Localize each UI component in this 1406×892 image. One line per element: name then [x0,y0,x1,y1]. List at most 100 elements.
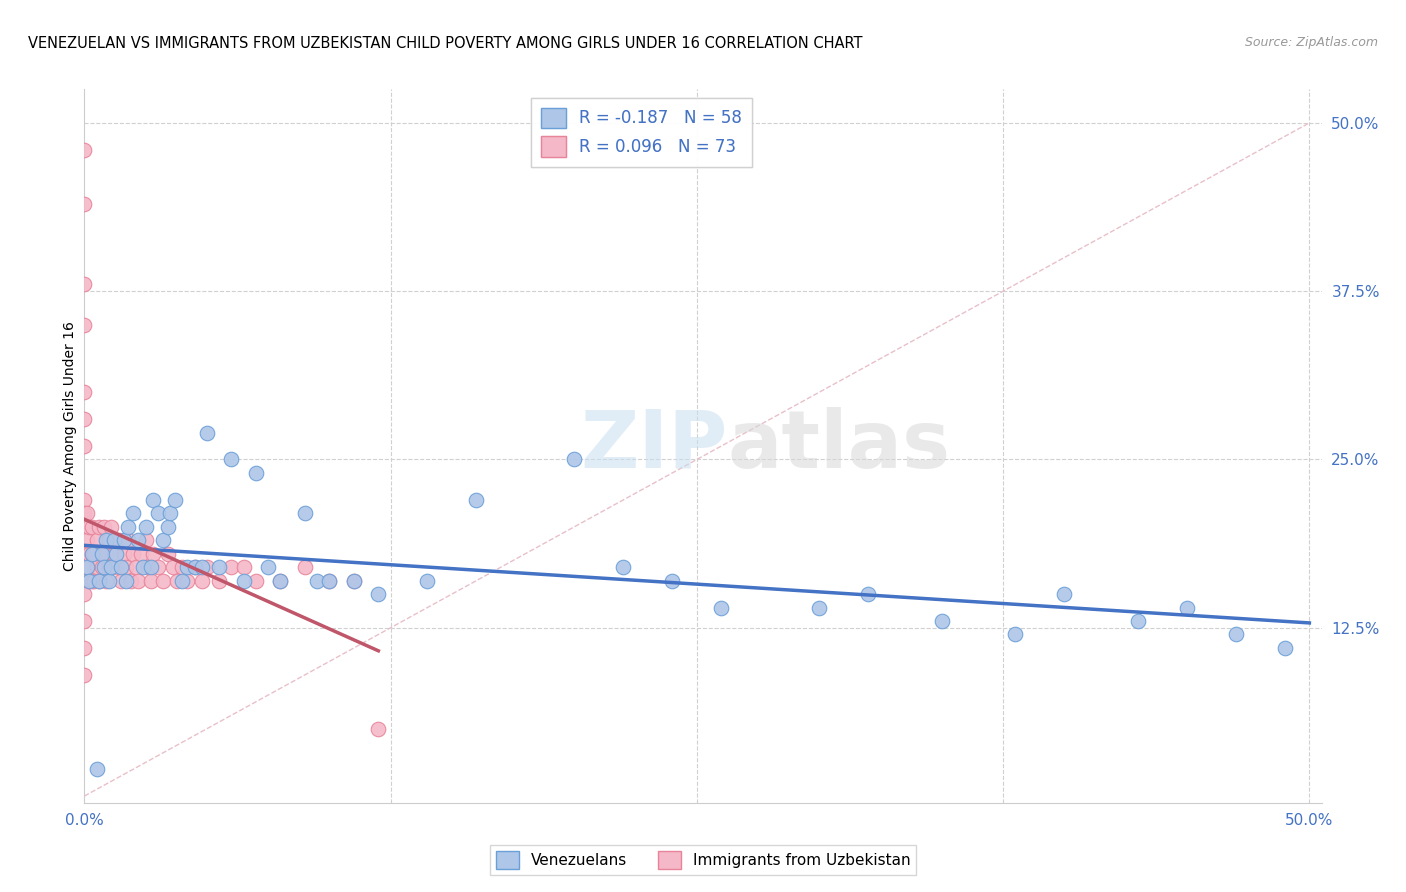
Point [1004,627,1026,641]
Legend: Venezuelans, Immigrants from Uzbekistan: Venezuelans, Immigrants from Uzbekistan [489,845,917,875]
Point [195,560,218,574]
Point [135,520,157,534]
Point [93,560,115,574]
Point [257,560,280,574]
Point [112,533,135,548]
Point [77,574,100,588]
Point [105,560,128,574]
Point [152,533,174,548]
Point [103,547,125,561]
Point [152,574,174,588]
Point [931,614,953,628]
Point [172,560,194,574]
Point [191,560,214,574]
Point [77,574,100,588]
Point [808,600,831,615]
Point [183,560,205,574]
Point [294,560,316,574]
Point [127,574,149,588]
Point [142,547,165,561]
Point [77,520,100,534]
Point [80,547,103,561]
Point [97,574,120,588]
Point [73,506,96,520]
Point [1053,587,1076,601]
Point [76,560,98,574]
Point [136,560,159,574]
Point [110,574,132,588]
Point [86,560,108,574]
Point [112,547,135,561]
Point [73,614,96,628]
Point [294,506,316,520]
Point [232,574,254,588]
Point [125,560,148,574]
Point [80,547,103,561]
Point [1175,600,1198,615]
Point [96,547,118,561]
Point [90,560,112,574]
Point [135,533,157,548]
Point [195,425,218,440]
Point [146,560,169,574]
Point [132,560,155,574]
Point [232,560,254,574]
Point [245,574,267,588]
Point [162,560,184,574]
Point [146,506,169,520]
Point [83,574,105,588]
Point [73,143,96,157]
Point [367,722,389,736]
Point [73,640,96,655]
Point [96,574,118,588]
Point [269,574,291,588]
Point [465,492,488,507]
Point [221,452,243,467]
Point [90,547,112,561]
Point [710,600,733,615]
Point [93,547,115,561]
Point [564,452,586,467]
Point [1126,614,1149,628]
Point [191,574,214,588]
Point [122,547,145,561]
Y-axis label: Child Poverty Among Girls Under 16: Child Poverty Among Girls Under 16 [63,321,77,571]
Point [100,520,122,534]
Point [163,492,186,507]
Point [612,560,634,574]
Point [1225,627,1247,641]
Point [318,574,340,588]
Point [208,560,231,574]
Point [73,196,96,211]
Point [307,574,329,588]
Point [86,762,108,776]
Point [115,574,138,588]
Point [117,533,139,548]
Point [176,560,198,574]
Point [122,506,145,520]
Point [87,520,110,534]
Point [176,574,198,588]
Point [73,668,96,682]
Point [110,560,132,574]
Point [117,520,139,534]
Point [83,547,105,561]
Point [100,560,122,574]
Point [129,547,152,561]
Point [76,506,98,520]
Point [80,520,103,534]
Point [416,574,439,588]
Point [221,560,243,574]
Point [73,385,96,400]
Point [80,574,103,588]
Point [76,560,98,574]
Point [343,574,366,588]
Point [858,587,880,601]
Point [77,547,100,561]
Point [87,574,110,588]
Point [105,547,128,561]
Point [245,466,267,480]
Point [142,492,165,507]
Point [73,547,96,561]
Point [166,574,188,588]
